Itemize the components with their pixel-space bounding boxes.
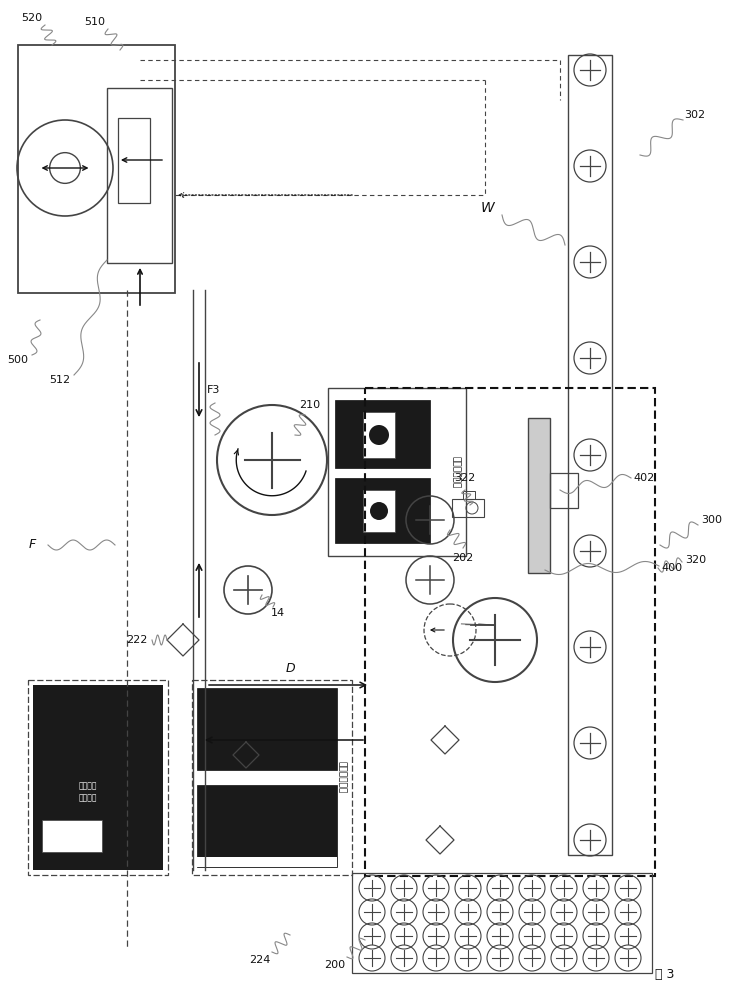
Bar xyxy=(528,418,550,573)
Text: W: W xyxy=(481,201,495,215)
Bar xyxy=(568,55,612,855)
Bar xyxy=(28,680,168,875)
Text: 500: 500 xyxy=(7,355,29,365)
Bar xyxy=(197,688,337,770)
Bar xyxy=(18,45,175,293)
Text: 210: 210 xyxy=(299,400,321,410)
Bar xyxy=(197,785,337,867)
Text: 224: 224 xyxy=(249,955,270,965)
Bar xyxy=(328,388,466,556)
Bar xyxy=(335,400,430,468)
Text: 320: 320 xyxy=(686,555,706,565)
Bar xyxy=(118,118,150,203)
Text: 边缘检测单元: 边缘检测单元 xyxy=(338,761,347,793)
Text: 520: 520 xyxy=(21,13,43,23)
Text: 200: 200 xyxy=(324,960,346,970)
Bar xyxy=(363,490,395,532)
Text: 直行位置
检测单元: 直行位置 检测单元 xyxy=(79,782,98,802)
Text: D: D xyxy=(285,662,295,675)
Bar xyxy=(463,491,475,499)
Text: 400: 400 xyxy=(661,563,683,573)
Bar xyxy=(452,499,484,517)
Bar xyxy=(352,873,652,973)
Text: 202: 202 xyxy=(452,553,474,563)
Circle shape xyxy=(370,502,388,520)
Bar xyxy=(335,478,430,543)
Text: 222: 222 xyxy=(126,635,148,645)
Text: 图 3: 图 3 xyxy=(655,968,675,982)
Circle shape xyxy=(369,425,389,445)
Bar xyxy=(363,412,395,458)
Bar xyxy=(365,388,655,876)
Text: F3: F3 xyxy=(208,385,221,395)
Text: 510: 510 xyxy=(84,17,106,27)
Text: F: F xyxy=(28,538,35,552)
Bar xyxy=(197,857,337,867)
Bar xyxy=(42,820,102,852)
Text: 14: 14 xyxy=(271,608,285,618)
Text: 302: 302 xyxy=(684,110,706,120)
Text: 402: 402 xyxy=(633,473,655,483)
Bar xyxy=(107,88,172,263)
Text: 512: 512 xyxy=(50,375,70,385)
Text: 面板检测单元: 面板检测单元 xyxy=(452,456,460,488)
Bar xyxy=(550,473,578,508)
Text: 300: 300 xyxy=(701,515,723,525)
Bar xyxy=(192,680,352,875)
Bar xyxy=(33,685,163,870)
Text: 322: 322 xyxy=(454,473,476,483)
Bar xyxy=(197,775,337,785)
